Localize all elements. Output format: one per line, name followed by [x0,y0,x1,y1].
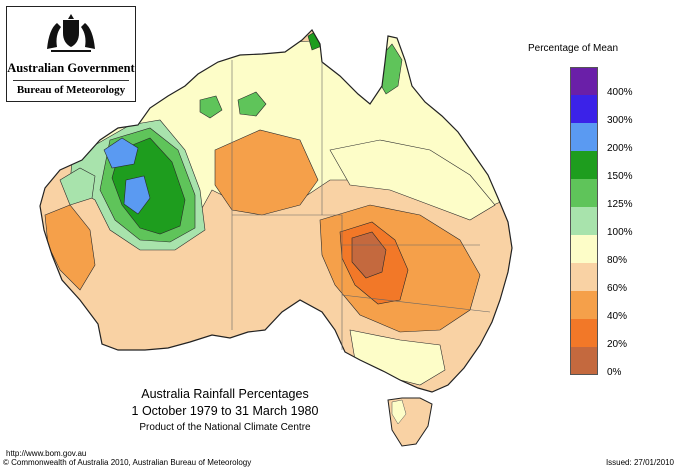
region-kimberley-fringe [59,167,96,206]
region-queensland-average [329,139,496,221]
legend-swatch-40pct [570,291,598,319]
legend-tick-125pct: 125% [607,199,633,210]
coat-of-arms-icon [47,14,95,52]
logo-divider [13,80,129,81]
legend-tick-100pct: 100% [607,227,633,238]
region-arnhem-wet [237,91,267,117]
map-title: Australia Rainfall Percentages [141,387,309,401]
legend-tick-0pct: 0% [607,367,622,378]
legend-swatch-80pct [570,235,598,263]
government-name: Australian Government [7,61,135,75]
legend-swatch-0pct [570,347,598,375]
map-period: 1 October 1979 to 31 March 1980 [131,404,319,418]
legend-title: Percentage of Mean [528,43,619,54]
legend-swatch-125pct [570,179,598,207]
legend-swatch-20pct [570,319,598,347]
legend-tick-400pct: 400% [607,87,633,98]
legend-tick-300pct: 300% [607,115,633,126]
state-borders [231,60,491,350]
legend-swatch-300pct [570,95,598,123]
region-east-driest [351,231,387,279]
legend-swatch-150pct [570,151,598,179]
legend-tick-60pct: 60% [607,283,628,294]
footer-url[interactable]: http://www.bom.gov.au [6,449,87,458]
agency-logo: Australian Government Bureau of Meteorol… [6,6,136,102]
region-top-end-wet [199,95,223,119]
legend-colorbar [570,67,598,375]
legend-tick-150pct: 150% [607,171,633,182]
tasmania-wet-patch [391,399,407,425]
legend-tick-200pct: 200% [607,143,633,154]
legend-tick-80pct: 80% [607,255,628,266]
region-pilbara-peak-b [123,175,151,215]
legend-swatch-60pct [570,263,598,291]
footer-issued: Issued: 27/01/2010 [605,458,674,467]
legend-swatch-100pct [570,207,598,235]
footer-copyright: © Commonwealth of Australia 2010, Austra… [3,458,252,467]
region-pilbara-peak-a [103,137,139,169]
legend-swatch-200pct [570,123,598,151]
legend-swatch-400pct [570,67,598,95]
legend-tick-40pct: 40% [607,311,628,322]
bureau-name: Bureau of Meteorology [16,84,126,96]
region-central-dry [214,129,319,216]
map-credit: Product of the National Climate Centre [139,422,311,433]
legend-tick-20pct: 20% [607,339,628,350]
